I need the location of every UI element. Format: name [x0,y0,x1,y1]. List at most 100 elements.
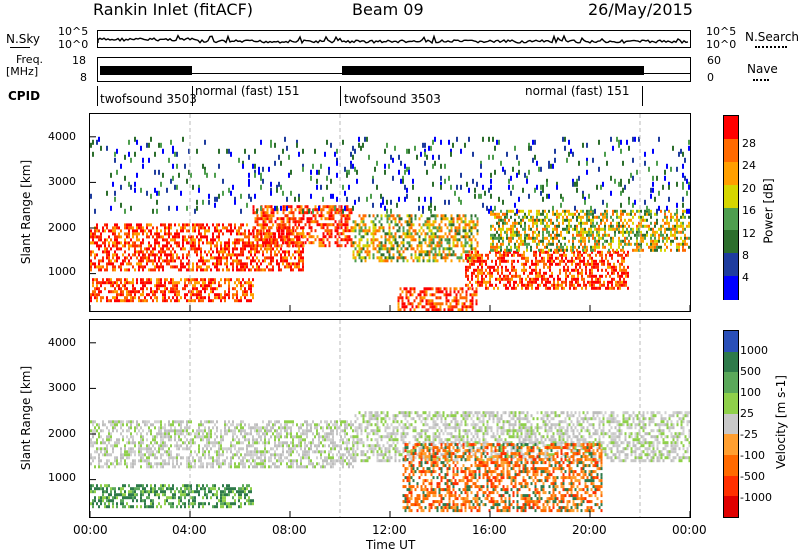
power-echo-cell [464,142,466,148]
power-echo-cell [475,250,477,254]
velocity-echo-cell [164,459,166,463]
power-echo-cell [200,293,202,297]
velocity-echo-cell [188,447,190,451]
power-echo-cell [252,278,254,282]
power-echo-cell [640,236,642,240]
power-echo-cell [368,214,371,218]
power-echo-cell [469,262,471,266]
power-echo-cell [106,281,108,285]
power-echo-cell [298,232,301,236]
velocity-echo-cell [224,459,226,463]
velocity-echo-cell [140,456,142,460]
power-echo-cell [96,139,98,145]
power-echo-cell [534,221,536,225]
power-echo-cell [216,268,218,272]
power-echo-cell [450,148,452,154]
power-echo-cell [438,229,441,233]
power-echo-cell [330,223,333,227]
power-echo-cell [148,235,150,239]
power-echo-cell [126,278,128,282]
power-echo-cell [520,209,522,213]
power-echo-cell [392,226,395,230]
power-echo-cell [524,242,526,246]
velocity-echo-cell [154,438,156,442]
power-echo-cell [467,253,469,257]
power-echo-cell [214,287,216,291]
power-echo-cell [392,244,395,248]
power-echo-cell [138,259,140,263]
power-echo-cell [350,211,353,215]
power-echo-cell [414,145,416,151]
power-echo-cell [302,214,305,218]
velocity-echo-cell [98,426,100,430]
velocity-echo-cell [164,435,166,439]
power-echo-cell [490,205,492,211]
power-echo-cell [535,259,537,263]
power-echo-cell [128,223,130,227]
power-echo-cell [356,250,359,254]
power-echo-cell [340,244,343,248]
power-echo-cell [419,290,422,294]
power-echo-cell [581,286,583,290]
power-echo-cell [154,238,156,242]
power-echo-cell [610,221,612,225]
power-echo-cell [586,169,588,175]
power-echo-cell [144,247,146,251]
power-echo-cell [594,239,596,243]
power-echo-cell [94,208,96,214]
power-echo-cell [218,253,220,257]
power-echo-cell [376,244,379,248]
velocity-echo-cell [210,462,212,466]
power-echo-cell [490,245,492,249]
power-echo-cell [583,280,585,284]
power-echo-cell [621,274,623,278]
power-echo-cell [354,235,357,239]
power-echo-cell [100,284,102,288]
power-echo-cell [328,211,331,215]
velocity-echo-cell [188,426,190,430]
power-echo-cell [198,187,200,193]
power-echo-cell [561,256,563,260]
power-echo-cell [531,286,533,290]
power-echo-cell [288,211,291,215]
power-echo-cell [427,302,430,306]
power-echo-cell [504,230,506,234]
power-echo-cell [90,296,92,300]
power-echo-cell [589,283,591,287]
velocity-echo-cell [198,429,200,433]
power-echo-cell [459,287,462,291]
power-echo-cell [607,283,609,287]
power-echo-cell [182,226,184,230]
power-echo-cell [158,287,160,291]
power-echo-cell [112,262,114,266]
power-echo-cell [240,250,242,254]
power-echo-cell [110,247,112,251]
power-echo-cell [552,212,554,216]
power-echo-cell [404,232,407,236]
power-echo-cell [458,238,461,242]
power-echo-cell [502,218,504,222]
power-echo-cell [300,244,303,248]
power-echo-cell [240,253,242,257]
power-echo-cell [623,268,625,272]
velocity-echo-cell [144,459,146,463]
power-echo-cell [574,181,576,187]
power-echo-cell [424,223,427,227]
power-echo-cell [449,302,452,306]
power-echo-cell [128,293,130,297]
power-echo-cell [572,215,574,219]
velocity-echo-cell [172,459,174,463]
power-echo-cell [632,227,634,231]
velocity-echo-cell [218,462,220,466]
power-echo-cell [350,226,353,230]
velocity-echo-cell [104,462,106,466]
power-echo-cell [430,235,433,239]
power-echo-cell [522,239,524,243]
power-echo-cell [152,235,154,239]
velocity-echo-cell [100,447,102,451]
power-echo-cell [138,265,140,269]
power-echo-cell [443,308,446,311]
power-echo-cell [566,230,568,234]
power-echo-cell [607,250,609,254]
power-echo-cell [577,277,579,281]
